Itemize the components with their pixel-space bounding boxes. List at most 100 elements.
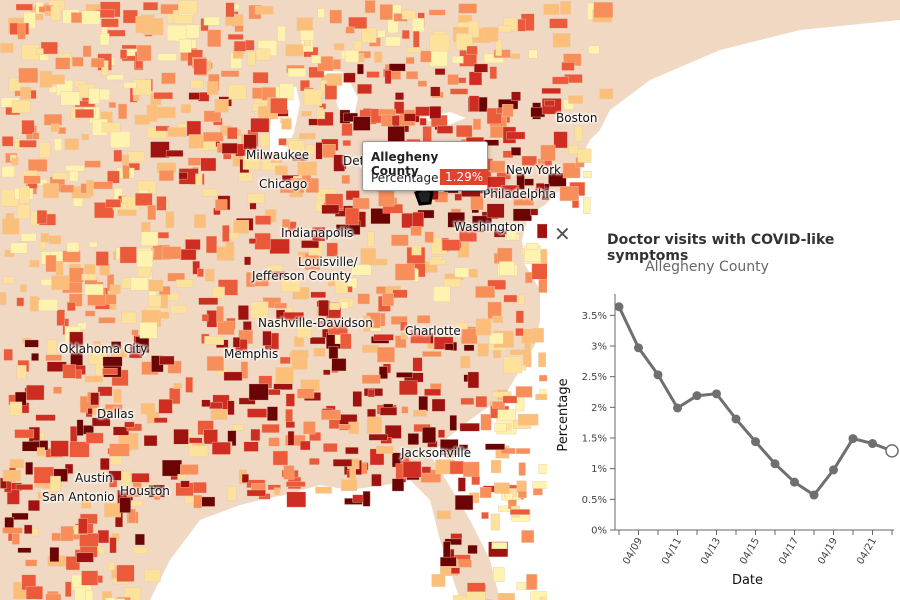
county[interactable] <box>148 295 162 307</box>
county[interactable] <box>228 84 247 100</box>
county[interactable] <box>320 143 336 158</box>
county[interactable] <box>128 508 136 524</box>
county[interactable] <box>352 494 371 503</box>
county[interactable] <box>21 119 35 135</box>
county[interactable] <box>65 165 85 172</box>
county[interactable] <box>515 386 533 398</box>
county[interactable] <box>429 34 450 52</box>
county[interactable] <box>3 348 13 361</box>
county[interactable] <box>0 292 7 305</box>
county[interactable] <box>493 567 505 582</box>
county[interactable] <box>90 392 100 406</box>
county[interactable] <box>362 344 379 353</box>
county[interactable] <box>60 91 80 106</box>
county[interactable] <box>214 99 229 113</box>
county[interactable] <box>161 72 176 85</box>
county[interactable] <box>403 113 416 122</box>
county[interactable] <box>317 56 334 72</box>
county[interactable] <box>227 127 238 140</box>
county[interactable] <box>366 71 380 78</box>
county[interactable] <box>241 473 249 483</box>
county[interactable] <box>443 278 462 288</box>
county[interactable] <box>280 277 301 293</box>
county[interactable] <box>210 409 228 420</box>
county[interactable] <box>378 108 396 116</box>
county[interactable] <box>492 401 505 409</box>
county[interactable] <box>62 364 76 379</box>
county[interactable] <box>541 87 561 94</box>
county[interactable] <box>282 218 291 228</box>
county[interactable] <box>101 60 109 76</box>
county[interactable] <box>515 310 524 324</box>
county[interactable] <box>450 567 461 575</box>
county[interactable] <box>410 329 431 344</box>
county[interactable] <box>494 482 510 494</box>
county[interactable] <box>88 87 100 104</box>
county[interactable] <box>303 421 316 435</box>
county[interactable] <box>351 264 372 276</box>
county[interactable] <box>467 544 478 554</box>
county[interactable] <box>64 138 79 150</box>
county[interactable] <box>521 155 537 166</box>
county[interactable] <box>440 556 457 567</box>
county[interactable] <box>207 29 222 47</box>
county[interactable] <box>56 309 65 326</box>
county[interactable] <box>188 445 209 458</box>
county[interactable] <box>286 481 306 487</box>
county[interactable] <box>487 279 506 290</box>
county[interactable] <box>283 312 304 322</box>
county[interactable] <box>88 241 98 248</box>
county[interactable] <box>211 441 231 455</box>
county[interactable] <box>268 437 280 447</box>
county[interactable] <box>275 367 294 384</box>
county[interactable] <box>206 310 218 328</box>
county[interactable] <box>165 149 184 157</box>
county[interactable] <box>232 424 244 431</box>
county[interactable] <box>430 383 442 390</box>
county[interactable] <box>318 299 329 317</box>
county[interactable] <box>0 43 14 53</box>
county[interactable] <box>136 249 154 268</box>
county[interactable] <box>150 141 170 158</box>
county[interactable] <box>499 261 515 276</box>
county[interactable] <box>248 238 257 244</box>
county[interactable] <box>18 67 39 83</box>
county[interactable] <box>250 117 270 133</box>
county[interactable] <box>361 374 381 384</box>
county[interactable] <box>421 466 431 474</box>
county[interactable] <box>116 564 135 582</box>
county[interactable] <box>552 76 569 85</box>
county[interactable] <box>454 495 474 511</box>
county[interactable] <box>192 260 200 275</box>
county[interactable] <box>510 509 531 515</box>
county[interactable] <box>159 355 175 365</box>
county[interactable] <box>418 396 429 412</box>
county[interactable] <box>502 395 518 404</box>
county[interactable] <box>345 207 360 226</box>
county[interactable] <box>303 88 322 106</box>
county[interactable] <box>312 226 326 242</box>
county[interactable] <box>509 349 529 356</box>
county[interactable] <box>384 425 402 439</box>
county[interactable] <box>179 38 192 53</box>
county[interactable] <box>31 353 39 361</box>
county[interactable] <box>378 190 395 207</box>
county[interactable] <box>458 444 469 452</box>
county[interactable] <box>490 513 500 531</box>
county[interactable] <box>11 512 29 520</box>
county[interactable] <box>10 242 28 254</box>
county[interactable] <box>23 175 41 184</box>
county[interactable] <box>146 104 158 122</box>
county[interactable] <box>227 34 244 40</box>
county[interactable] <box>193 214 206 228</box>
county[interactable] <box>278 138 287 146</box>
county[interactable] <box>237 305 249 321</box>
county[interactable] <box>64 581 72 597</box>
county[interactable] <box>588 45 600 55</box>
county[interactable] <box>124 587 141 600</box>
county[interactable] <box>274 302 287 309</box>
county[interactable] <box>561 62 575 71</box>
county[interactable] <box>497 409 516 421</box>
county[interactable] <box>143 435 158 447</box>
county[interactable] <box>250 301 269 319</box>
